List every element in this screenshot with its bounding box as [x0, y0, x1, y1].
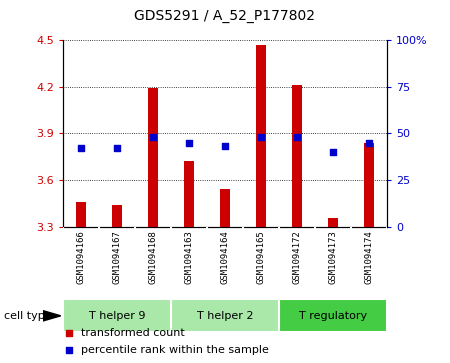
Bar: [184, 162, 194, 227]
Bar: [328, 217, 338, 227]
Text: GSM1094163: GSM1094163: [184, 231, 194, 284]
Text: transformed count: transformed count: [81, 328, 184, 338]
Text: GSM1094165: GSM1094165: [256, 231, 266, 284]
Text: GSM1094166: GSM1094166: [76, 231, 86, 284]
Point: [149, 134, 157, 140]
Bar: [292, 85, 302, 227]
Bar: [63, 299, 171, 332]
Bar: [364, 143, 374, 227]
Bar: [256, 45, 266, 227]
Point: [293, 134, 301, 140]
Point: [66, 347, 73, 353]
Point: [66, 330, 73, 336]
Text: GSM1094174: GSM1094174: [364, 231, 373, 284]
Text: GSM1094173: GSM1094173: [328, 231, 338, 284]
Text: T helper 9: T helper 9: [89, 311, 145, 321]
Text: GDS5291 / A_52_P177802: GDS5291 / A_52_P177802: [135, 9, 315, 23]
Text: GSM1094168: GSM1094168: [148, 231, 157, 284]
Point: [329, 149, 337, 155]
Text: cell type: cell type: [4, 311, 52, 321]
Text: percentile rank within the sample: percentile rank within the sample: [81, 345, 269, 355]
Point: [221, 144, 229, 150]
Bar: [171, 299, 279, 332]
Text: T helper 2: T helper 2: [197, 311, 253, 321]
Bar: [148, 88, 158, 227]
Bar: [112, 205, 122, 227]
Text: GSM1094172: GSM1094172: [292, 231, 302, 284]
Bar: [279, 299, 387, 332]
Text: GSM1094167: GSM1094167: [112, 231, 122, 284]
Bar: [76, 202, 86, 227]
Bar: [220, 189, 230, 227]
Text: GSM1094164: GSM1094164: [220, 231, 230, 284]
Polygon shape: [43, 311, 61, 321]
Point: [113, 146, 121, 151]
Text: T regulatory: T regulatory: [299, 311, 367, 321]
Point: [185, 140, 193, 146]
Point: [77, 146, 85, 151]
Point: [257, 134, 265, 140]
Point: [365, 140, 373, 146]
